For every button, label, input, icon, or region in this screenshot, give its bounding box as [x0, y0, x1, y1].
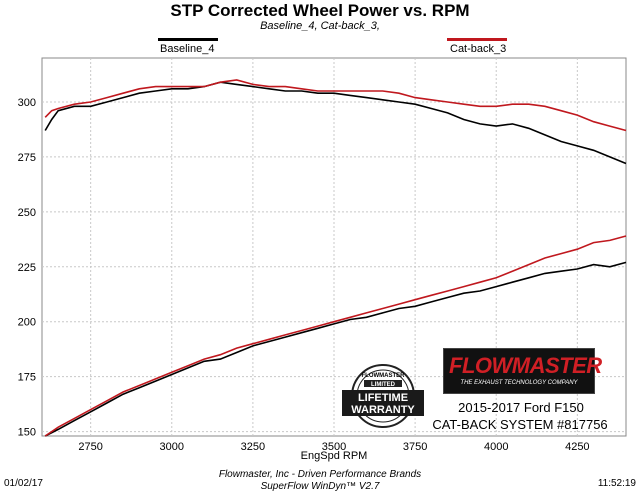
x-tick-label: 2750 [78, 441, 102, 453]
vehicle-label: 2015-2017 Ford F150 [458, 400, 584, 415]
x-tick-label: 4000 [484, 441, 508, 453]
flowmaster-logo [443, 348, 595, 394]
footer-software: SuperFlow WinDyn™ V2.7 [260, 481, 380, 492]
series-lines [44, 79, 627, 437]
badge-banner [342, 390, 424, 416]
logo-brand: FLOWMASTER [449, 353, 602, 378]
x-axis-ticks: 2750 3000 3250 3500 3750 4000 4250 [78, 441, 589, 453]
badge-line1: LIFETIME [358, 392, 408, 404]
badge-ribbon-text: LIMITED [371, 382, 396, 388]
y-tick-label: 225 [18, 262, 36, 274]
footer-company: Flowmaster, Inc - Driven Performance Bra… [218, 469, 422, 480]
badge-top-text: FLOWMASTER [362, 373, 406, 379]
series-line-baseline-4-torque [44, 261, 627, 437]
legend-label-baseline: Baseline_4 [160, 43, 215, 55]
badge-ribbon [364, 380, 402, 387]
badge-line2: WARRANTY [351, 404, 415, 416]
series-line-cat-back-3-torque [44, 235, 627, 437]
y-tick-label: 175 [18, 372, 36, 384]
x-tick-label: 4250 [565, 441, 589, 453]
series-line-cat-back-3-power [44, 79, 627, 132]
y-tick-label: 275 [18, 152, 36, 164]
y-tick-label: 150 [18, 427, 36, 439]
x-tick-label: 3500 [322, 441, 346, 453]
y-tick-label: 250 [18, 207, 36, 219]
series-line-baseline-4-power [44, 81, 627, 165]
y-axis-ticks: 150 175 200 225 250 275 300 [18, 97, 36, 439]
x-tick-label: 3000 [160, 441, 184, 453]
footer-time: 11:52:19 [597, 478, 636, 489]
legend-swatch-baseline [158, 38, 218, 41]
chart-title: STP Corrected Wheel Power vs. RPM [170, 1, 470, 20]
footer-date: 01/02/17 [4, 478, 43, 489]
chart-subtitle: Baseline_4, Cat-back_3, [260, 20, 380, 32]
x-tick-label: 3750 [403, 441, 427, 453]
x-tick-label: 3250 [241, 441, 265, 453]
y-tick-label: 200 [18, 317, 36, 329]
system-label: CAT-BACK SYSTEM #817756 [432, 417, 608, 432]
y-tick-label: 300 [18, 97, 36, 109]
x-axis-label: EngSpd RPM [301, 450, 368, 462]
logo-tagline: THE EXHAUST TECHNOLOGY COMPANY [460, 380, 578, 386]
legend-label-catback: Cat-back_3 [450, 43, 507, 55]
legend-swatch-catback [447, 38, 507, 41]
warranty-badge: FLOWMASTER LIMITED LIFETIME WARRANTY [342, 364, 424, 428]
